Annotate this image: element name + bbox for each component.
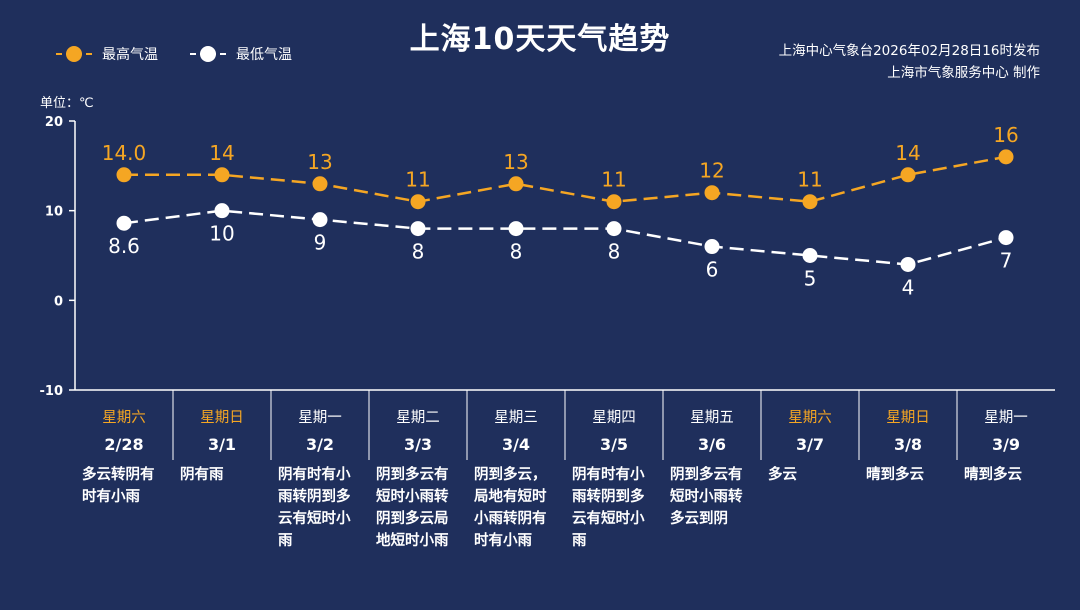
weather-description: 阴到多云有短时小雨转多云到阴 — [670, 467, 743, 527]
legend-item-high: 最高气温 — [56, 44, 158, 64]
data-label-low: 6 — [706, 258, 719, 282]
weather-description: 阴到多云，局地有短时小雨转阴有时有小雨 — [474, 467, 547, 549]
data-point-low — [116, 215, 132, 231]
data-label-low: 8 — [608, 240, 621, 264]
weather-description: 阴有时有小雨转阴到多云有短时小雨 — [572, 467, 645, 549]
weather-description: 晴到多云 — [866, 467, 924, 483]
data-label-high: 14 — [209, 141, 234, 165]
weather-description: 多云 — [768, 467, 797, 483]
y-tick-label: -10 — [40, 384, 64, 399]
y-tick-label: 20 — [45, 115, 63, 130]
legend-label-low: 最低气温 — [236, 47, 292, 63]
date-label: 3/8 — [893, 435, 923, 454]
data-point-low — [410, 221, 426, 237]
weather-description: 阴有时有小雨转阴到多云有短时小雨 — [278, 467, 351, 549]
legend-label-high: 最高气温 — [102, 47, 158, 63]
date-label: 3/4 — [501, 435, 531, 454]
data-point-low — [998, 230, 1014, 246]
data-label-high: 16 — [993, 123, 1018, 147]
date-label: 3/2 — [305, 435, 335, 454]
source-line-producer: 上海市气象服务中心 制作 — [887, 65, 1040, 81]
data-label-high: 11 — [405, 168, 430, 192]
weekday-label: 星期一 — [298, 410, 342, 426]
y-tick-label: 0 — [54, 294, 63, 309]
data-label-low: 5 — [804, 267, 817, 291]
data-point-high — [214, 167, 230, 183]
data-point-low — [704, 239, 720, 255]
weather-description: 多云转阴有时有小雨 — [82, 467, 155, 505]
data-label-high: 13 — [503, 150, 528, 174]
source-note: 上海中心气象台2026年02月28日16时发布 上海市气象服务中心 制作 — [779, 40, 1040, 84]
weather-description: 阴有雨 — [180, 467, 224, 483]
data-label-high: 11 — [797, 168, 822, 192]
series-line-high — [124, 155, 1007, 203]
date-label: 3/7 — [795, 435, 825, 454]
data-point-low — [312, 212, 328, 228]
legend-swatch-high — [56, 44, 92, 64]
data-point-high — [312, 176, 328, 192]
data-point-high — [802, 194, 818, 210]
data-point-low — [214, 203, 230, 219]
data-point-high — [606, 194, 622, 210]
data-label-high: 12 — [699, 159, 724, 183]
weekday-label: 星期日 — [886, 410, 930, 426]
data-label-low: 4 — [902, 275, 915, 299]
weekday-label: 星期四 — [592, 410, 636, 426]
weekday-label: 星期六 — [788, 410, 832, 426]
weekday-label: 星期日 — [200, 410, 244, 426]
date-label: 3/1 — [207, 435, 237, 454]
data-label-low: 9 — [314, 231, 327, 255]
data-point-high — [116, 167, 132, 183]
weekday-label: 星期五 — [690, 410, 734, 426]
data-point-high — [508, 176, 524, 192]
data-point-high — [998, 149, 1014, 165]
source-line-publisher: 上海中心气象台2026年02月28日16时发布 — [778, 43, 1040, 59]
chart-legend: 最高气温 最低气温 — [56, 44, 292, 64]
data-point-low — [606, 221, 622, 237]
data-point-high — [704, 185, 720, 201]
legend-swatch-low — [190, 44, 226, 64]
data-label-high: 13 — [307, 150, 332, 174]
weather-description: 阴到多云有短时小雨转阴到多云局地短时小雨 — [376, 467, 449, 549]
y-tick-label: 10 — [45, 205, 63, 220]
date-label: 3/9 — [991, 435, 1021, 454]
data-label-low: 8 — [412, 240, 425, 264]
data-label-low: 7 — [1000, 249, 1013, 273]
data-point-low — [508, 221, 524, 237]
data-point-high — [900, 167, 916, 183]
data-label-high: 14 — [895, 141, 920, 165]
data-label-high: 14.0 — [102, 141, 147, 165]
data-label-low: 8.6 — [108, 234, 140, 258]
series-line-low — [123, 209, 1007, 266]
date-label: 2/28 — [104, 435, 144, 454]
page-title: 上海10天天气趋势 — [409, 22, 671, 57]
data-label-low: 10 — [209, 222, 234, 246]
weekday-label: 星期六 — [102, 410, 146, 426]
data-point-low — [900, 256, 916, 272]
data-point-high — [410, 194, 426, 210]
date-label: 3/6 — [697, 435, 727, 454]
data-label-low: 8 — [510, 240, 523, 264]
data-point-low — [802, 248, 818, 263]
data-label-high: 11 — [601, 168, 626, 192]
date-label: 3/5 — [599, 435, 629, 454]
weekday-label: 星期二 — [396, 410, 440, 426]
weekday-label: 星期一 — [984, 410, 1028, 426]
unit-label: 单位：℃ — [40, 96, 94, 111]
legend-item-low: 最低气温 — [190, 44, 292, 64]
weather-description: 晴到多云 — [964, 467, 1022, 483]
date-label: 3/3 — [403, 435, 433, 454]
weekday-label: 星期三 — [494, 410, 538, 426]
